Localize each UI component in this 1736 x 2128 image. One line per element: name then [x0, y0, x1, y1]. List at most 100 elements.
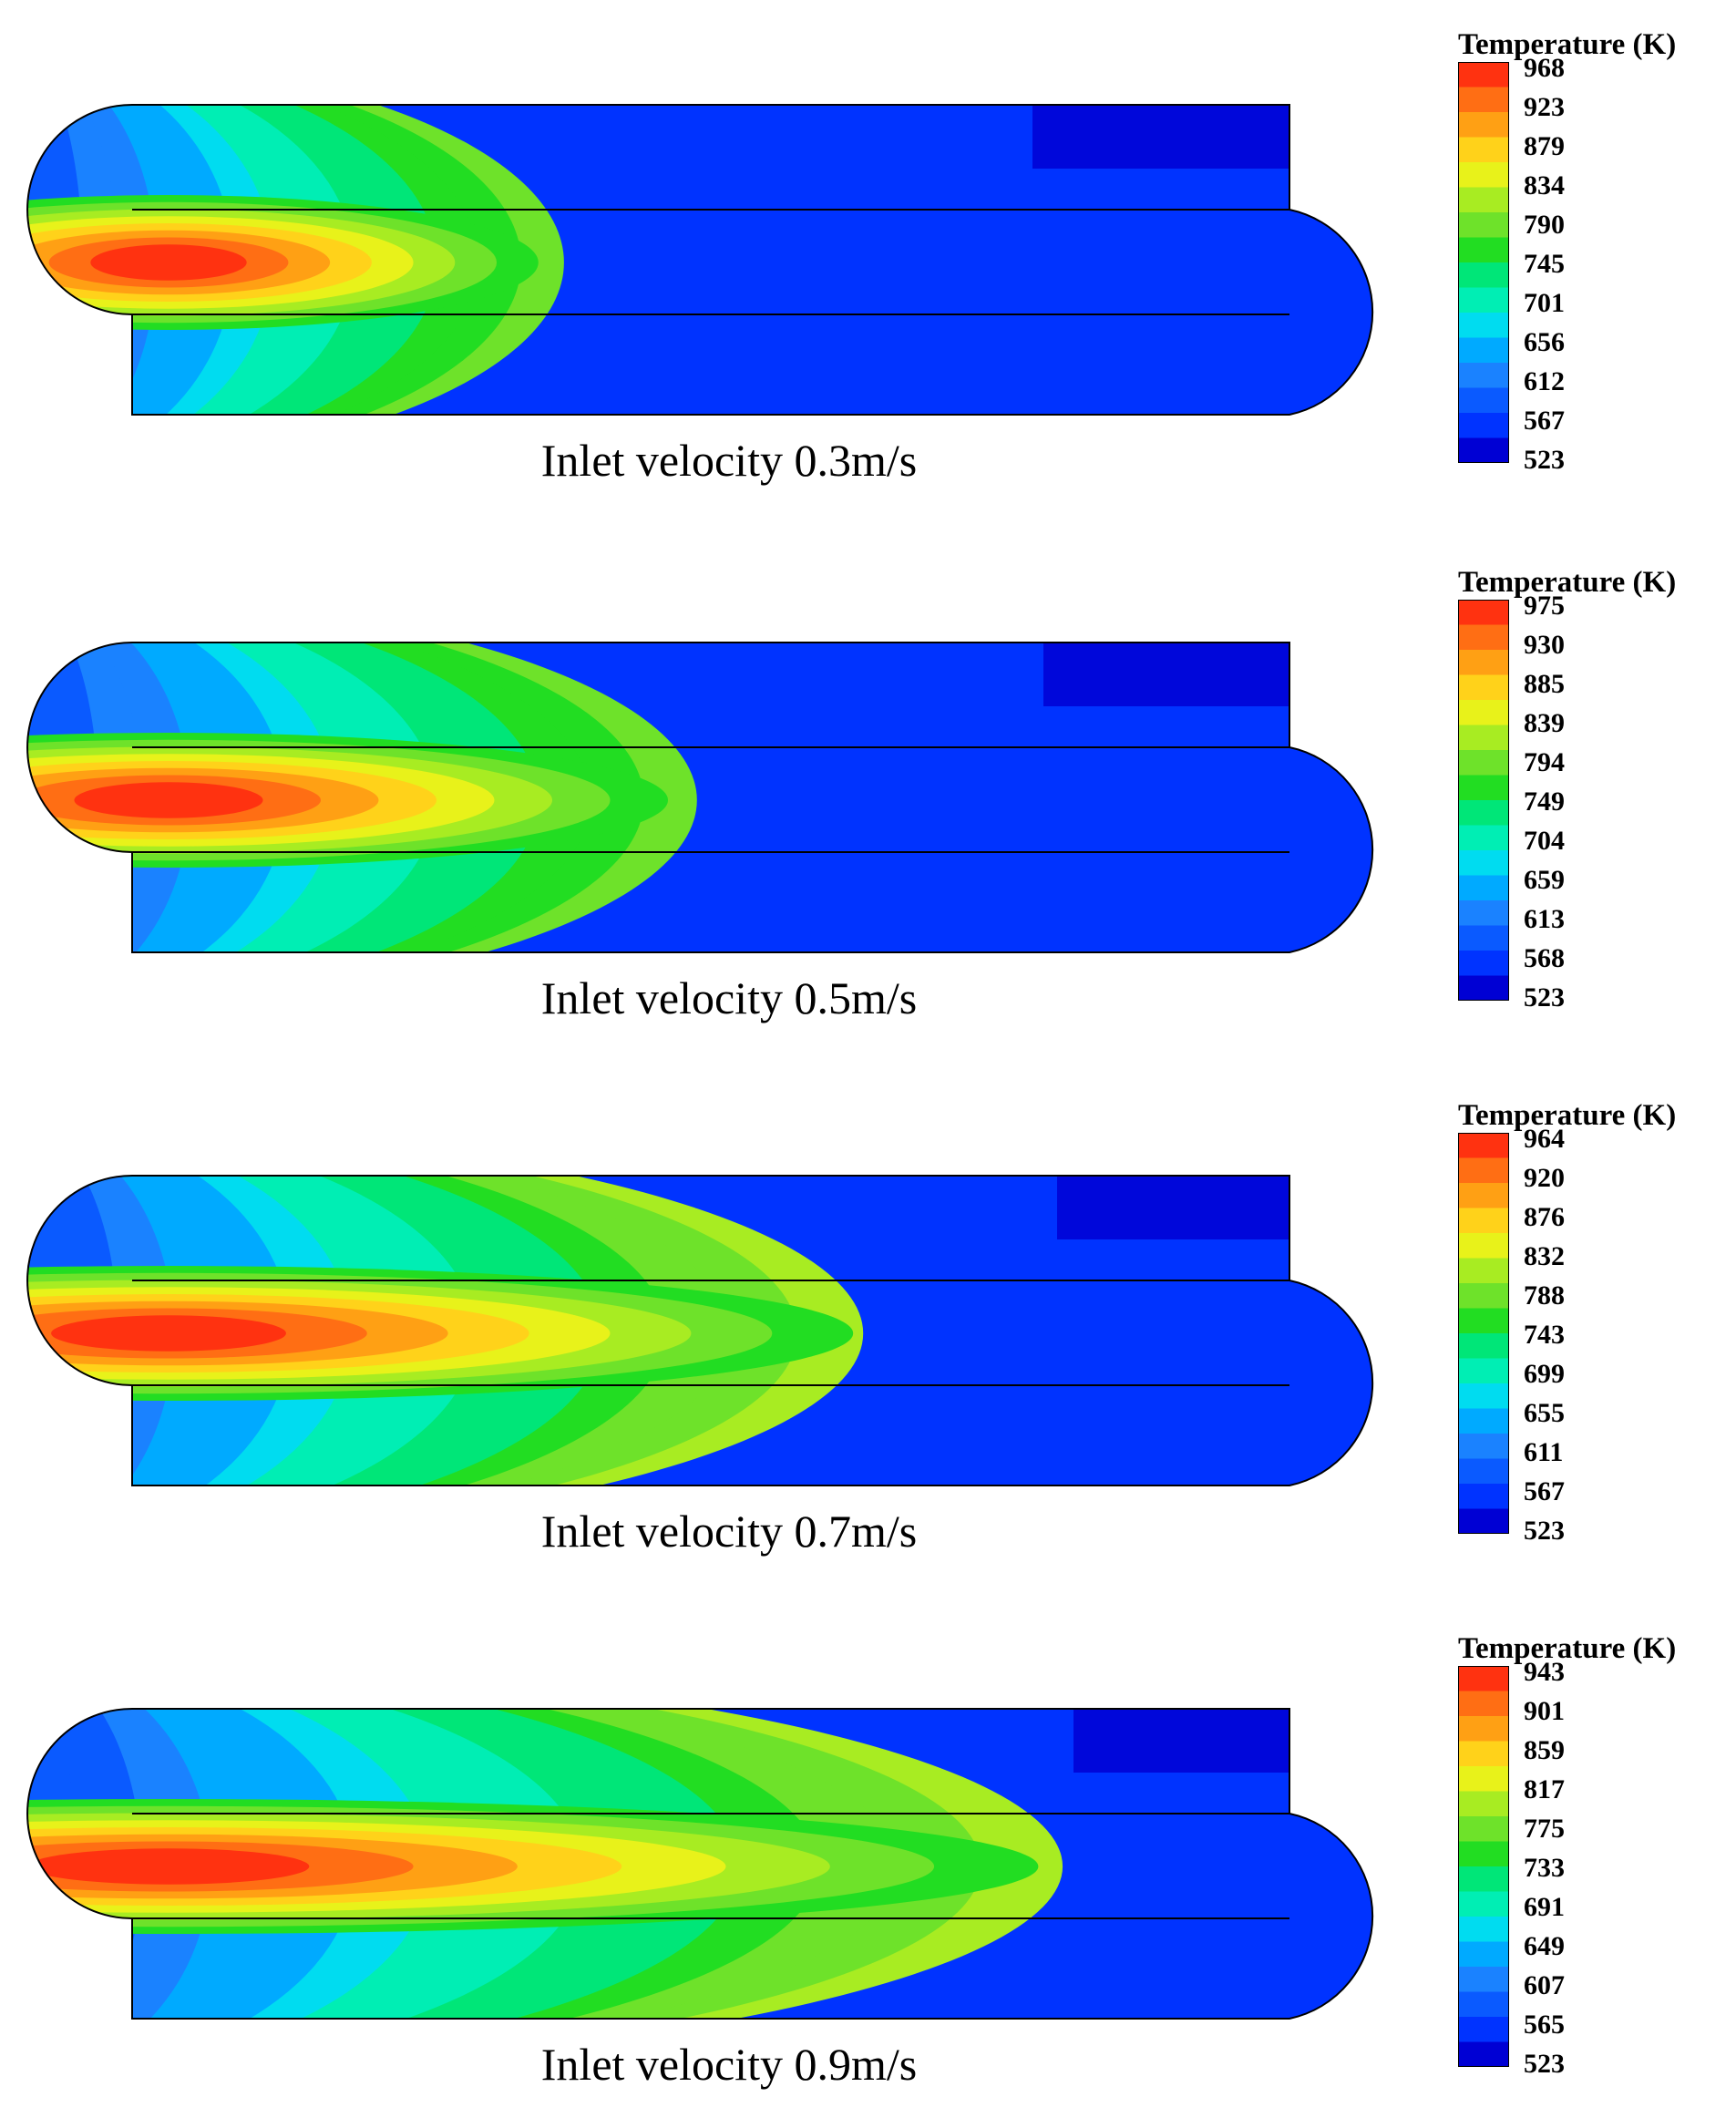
legend-tick: 968 — [1524, 53, 1565, 83]
legend-tick: 876 — [1524, 1202, 1565, 1232]
cold-region — [1032, 105, 1373, 169]
colorbar-swatch — [1458, 1917, 1509, 1942]
colorbar-swatch — [1458, 1941, 1509, 1968]
temperature-contour-plot — [26, 104, 1374, 416]
legend-tick: 923 — [1524, 92, 1565, 122]
colorbar-swatch — [1458, 1508, 1509, 1534]
colorbar-swatch — [1458, 1816, 1509, 1842]
colorbar-swatch — [1458, 975, 1509, 1001]
panel-caption: Inlet velocity 0.9m/s — [540, 2039, 918, 2090]
colorbar-swatch — [1458, 162, 1509, 188]
colorbar-swatch — [1458, 1258, 1509, 1284]
legend-tick: 699 — [1524, 1359, 1565, 1389]
legend-tick: 568 — [1524, 943, 1565, 973]
legend-tick: 613 — [1524, 904, 1565, 934]
temperature-field — [27, 643, 1373, 952]
colorbar — [1458, 600, 1509, 1001]
colorbar-swatch — [1458, 1666, 1509, 1691]
colorbar — [1458, 1133, 1509, 1534]
colorbar-swatch — [1458, 1283, 1509, 1309]
legend-tick: 788 — [1524, 1280, 1565, 1311]
colorbar-swatch — [1458, 725, 1509, 751]
legend-tick: 523 — [1524, 2049, 1565, 2079]
hot-core-band — [74, 782, 263, 818]
legend-tick: 745 — [1524, 249, 1565, 279]
colorbar-swatch — [1458, 87, 1509, 113]
colorbar-swatch — [1458, 337, 1509, 364]
legend-tick: 655 — [1524, 1398, 1565, 1428]
panel-caption: Inlet velocity 0.5m/s — [540, 972, 918, 1023]
legend-tick: 817 — [1524, 1774, 1565, 1804]
colorbar-swatch — [1458, 62, 1509, 87]
legend-tick: 920 — [1524, 1163, 1565, 1193]
colorbar-swatch — [1458, 1766, 1509, 1792]
colorbar-swatch — [1458, 775, 1509, 801]
colorbar-swatch — [1458, 1484, 1509, 1509]
colorbar — [1458, 1666, 1509, 2067]
contour-panel-2: Inlet velocity 0.5m/s Temperature (K) 97… — [0, 538, 1736, 1062]
colorbar-swatch — [1458, 387, 1509, 414]
legend-tick: 790 — [1524, 210, 1565, 240]
colorbar-swatch — [1458, 413, 1509, 438]
legend-tick: 859 — [1524, 1735, 1565, 1765]
temperature-contour-plot — [26, 1708, 1374, 2020]
colorbar-swatch — [1458, 1991, 1509, 2018]
legend-tick: 964 — [1524, 1124, 1565, 1154]
legend-tick: 649 — [1524, 1931, 1565, 1961]
colorbar-swatch — [1458, 750, 1509, 776]
domain-outline — [26, 104, 1374, 416]
legend-tick: 607 — [1524, 1970, 1565, 2000]
colorbar-swatch — [1458, 951, 1509, 976]
legend-title: Temperature (K) — [1458, 566, 1677, 599]
domain-outline — [26, 642, 1374, 953]
colorbar-swatch — [1458, 112, 1509, 138]
legend-tick: 701 — [1524, 288, 1565, 318]
colorbar-swatch — [1458, 925, 1509, 951]
colorbar-swatch — [1458, 624, 1509, 651]
colorbar-swatch — [1458, 1866, 1509, 1892]
legend-tick: 612 — [1524, 366, 1565, 396]
colorbar-swatch — [1458, 437, 1509, 463]
colorbar-swatch — [1458, 1408, 1509, 1434]
contour-panel-4: Inlet velocity 0.9m/s Temperature (K) 94… — [0, 1604, 1736, 2128]
contour-panel-1: Inlet velocity 0.3m/s Temperature (K) 96… — [0, 0, 1736, 524]
colorbar-swatch — [1458, 700, 1509, 725]
legend-tick: 611 — [1524, 1437, 1564, 1467]
legend-tick: 567 — [1524, 1476, 1565, 1506]
colorbar-swatch — [1458, 237, 1509, 263]
colorbar-swatch — [1458, 187, 1509, 213]
colorbar-swatch — [1458, 800, 1509, 826]
colorbar-swatch — [1458, 262, 1509, 288]
cold-region — [1043, 643, 1373, 706]
colorbar-swatch — [1458, 1358, 1509, 1384]
hot-core-band — [51, 1315, 286, 1352]
colorbar-swatch — [1458, 900, 1509, 926]
colorbar-swatch — [1458, 825, 1509, 851]
legend-tick: 659 — [1524, 865, 1565, 895]
colorbar-frame — [1458, 1666, 1509, 2067]
hot-core-band — [90, 244, 247, 281]
legend-tick: 930 — [1524, 630, 1565, 660]
cold-region — [1073, 1709, 1373, 1773]
legend-tick: 885 — [1524, 669, 1565, 699]
colorbar-swatch — [1458, 1458, 1509, 1485]
colorbar — [1458, 62, 1509, 463]
colorbar-swatch — [1458, 674, 1509, 701]
legend-tick: 523 — [1524, 1516, 1565, 1546]
colorbar-swatch — [1458, 1891, 1509, 1917]
legend-tick: 839 — [1524, 708, 1565, 738]
legend-tick: 832 — [1524, 1241, 1565, 1271]
legend-tick: 691 — [1524, 1892, 1565, 1922]
colorbar-swatch — [1458, 1333, 1509, 1359]
legend-tick: 523 — [1524, 445, 1565, 475]
temperature-field — [27, 1709, 1373, 2019]
panel-caption: Inlet velocity 0.3m/s — [540, 435, 918, 486]
legend-tick: 565 — [1524, 2010, 1565, 2040]
domain-outline — [26, 1708, 1374, 2020]
colorbar-swatch — [1458, 1691, 1509, 1717]
legend-tick: 567 — [1524, 406, 1565, 436]
legend-title: Temperature (K) — [1458, 1099, 1677, 1132]
colorbar-swatch — [1458, 1208, 1509, 1234]
colorbar-swatch — [1458, 212, 1509, 238]
temperature-contour-plot — [26, 1175, 1374, 1486]
